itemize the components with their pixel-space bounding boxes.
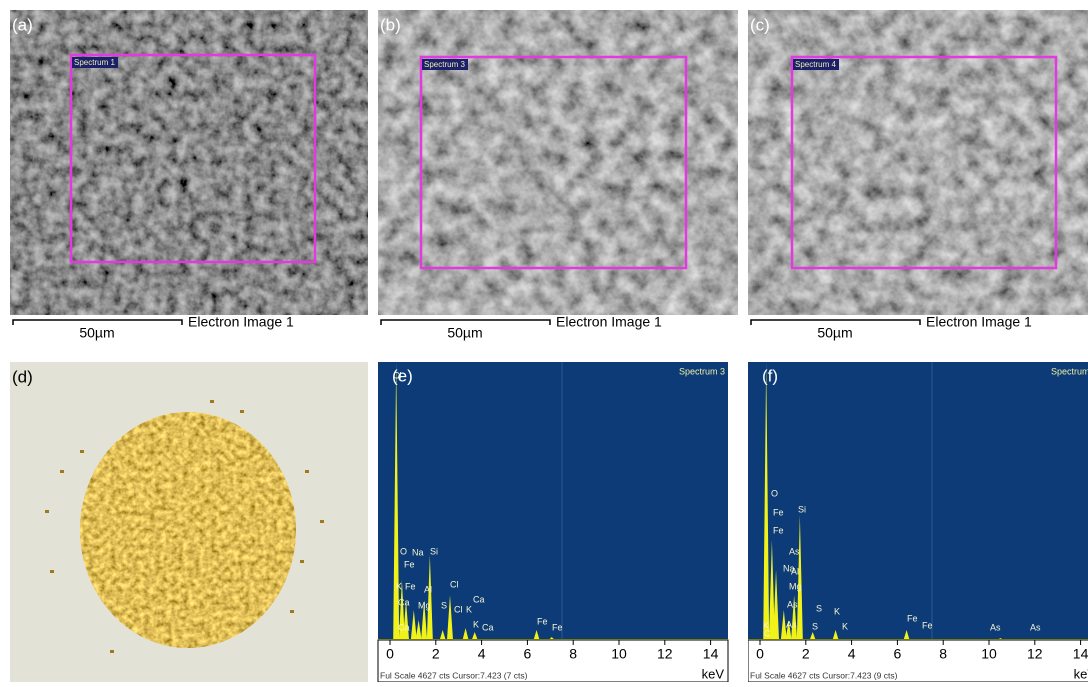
tick-label: 6 bbox=[894, 646, 902, 662]
peak-label: As bbox=[786, 619, 797, 629]
tick-label: 12 bbox=[657, 646, 673, 662]
panel-label: (d) bbox=[12, 367, 33, 386]
granule bbox=[60, 470, 64, 473]
peak-label: Na bbox=[412, 547, 424, 557]
peak-label: As bbox=[990, 622, 1001, 632]
peak-label: K bbox=[834, 606, 840, 616]
peak-label: Fe bbox=[907, 613, 918, 623]
spectrum-name: Spectrum 4 bbox=[1051, 366, 1088, 376]
peak-label: Mg bbox=[418, 600, 431, 610]
axis-unit: keV bbox=[702, 666, 725, 681]
spectrum-tag: Spectrum 4 bbox=[795, 60, 836, 69]
granule bbox=[50, 570, 54, 573]
figure: Spectrum 1 (a) 50µm Electron Image 1 Spectru… bbox=[0, 0, 1088, 682]
tick-label: 0 bbox=[386, 646, 394, 662]
peak-label: Fe bbox=[537, 616, 548, 626]
tick-label: 4 bbox=[478, 646, 486, 662]
peak-label: Al bbox=[424, 584, 432, 594]
panel-label: (f) bbox=[762, 366, 778, 385]
tick-label: 2 bbox=[432, 646, 440, 662]
granule bbox=[320, 520, 324, 523]
peak-label: Fe bbox=[404, 559, 415, 569]
spectrum-name: Spectrum 3 bbox=[679, 366, 725, 376]
peak-label: Fe bbox=[552, 622, 563, 632]
peak-label: Ca bbox=[482, 622, 494, 632]
tick-label: 8 bbox=[939, 646, 947, 662]
granule bbox=[305, 470, 309, 473]
spectrum-footer: Ful Scale 4627 cts Cursor:7.423 (7 cts) bbox=[380, 670, 528, 680]
granule bbox=[210, 400, 214, 403]
panel-label: (b) bbox=[380, 15, 401, 34]
peak-label: Fe bbox=[773, 507, 784, 517]
peak-label: K bbox=[396, 581, 402, 591]
tick-label: 12 bbox=[1027, 646, 1043, 662]
panel-label: (a) bbox=[12, 15, 33, 34]
peak-label: Fe bbox=[773, 525, 784, 535]
peak-label: Cl bbox=[450, 579, 459, 589]
tick-label: 10 bbox=[981, 646, 997, 662]
tick-label: 14 bbox=[703, 646, 719, 662]
spectrum-tag: Spectrum 1 bbox=[74, 58, 115, 67]
peak-label: Ca bbox=[398, 597, 410, 607]
scale-label: 50µm bbox=[79, 325, 114, 341]
tick-label: 8 bbox=[569, 646, 577, 662]
tick-label: 2 bbox=[802, 646, 810, 662]
peak-label: Fe bbox=[405, 581, 416, 591]
panel-label: (c) bbox=[750, 15, 770, 34]
granule bbox=[110, 650, 114, 653]
axis-unit: keV bbox=[1074, 666, 1088, 681]
peak-label: K bbox=[842, 621, 848, 631]
spectrum-footer: Ful Scale 4627 cts Cursor:7.423 (9 cts) bbox=[750, 670, 898, 680]
peak-label: Ca bbox=[398, 622, 410, 632]
peak-label: As bbox=[787, 599, 798, 609]
peak-label: Fe bbox=[922, 620, 933, 630]
peak-label: Al bbox=[791, 566, 799, 576]
peak-label: S bbox=[812, 621, 818, 631]
peak-label: Ca bbox=[473, 594, 485, 604]
image-caption: Electron Image 1 bbox=[188, 314, 294, 330]
tick-label: 4 bbox=[848, 646, 856, 662]
peak-label: K bbox=[466, 604, 472, 614]
peak-label: S bbox=[816, 603, 822, 613]
peak-label: S bbox=[441, 600, 447, 610]
peak-label: Cl bbox=[454, 604, 463, 614]
peak-label: K bbox=[763, 620, 769, 630]
peak-label: As bbox=[789, 546, 800, 556]
granule bbox=[45, 510, 49, 513]
image-caption: Electron Image 1 bbox=[556, 314, 662, 330]
tick-label: 14 bbox=[1073, 646, 1088, 662]
peak-label: Mg bbox=[789, 581, 802, 591]
peak-label: As bbox=[1030, 622, 1041, 632]
peak-label: O bbox=[771, 488, 778, 498]
peak-label: Si bbox=[430, 546, 438, 556]
peak-label: Si bbox=[798, 504, 806, 514]
image-caption: Electron Image 1 bbox=[926, 314, 1032, 330]
tick-label: 0 bbox=[756, 646, 764, 662]
spectrum-panel: Spectrum 4OFeSiFeAsNaAlMgAsCSKAsSKKFeFeA… bbox=[748, 362, 1088, 682]
scale-label: 50µm bbox=[447, 325, 482, 341]
scale-label: 50µm bbox=[817, 325, 852, 341]
granule bbox=[290, 610, 294, 613]
spectrum-tag: Spectrum 3 bbox=[424, 60, 465, 69]
granule-pile bbox=[80, 412, 296, 648]
panel-label: (e) bbox=[392, 366, 413, 385]
tick-label: 10 bbox=[611, 646, 627, 662]
tick-label: 6 bbox=[524, 646, 532, 662]
peak-label: K bbox=[473, 619, 479, 629]
granule bbox=[80, 450, 84, 453]
granule bbox=[240, 410, 244, 413]
peak-label: O bbox=[400, 546, 407, 556]
granule bbox=[300, 560, 304, 563]
